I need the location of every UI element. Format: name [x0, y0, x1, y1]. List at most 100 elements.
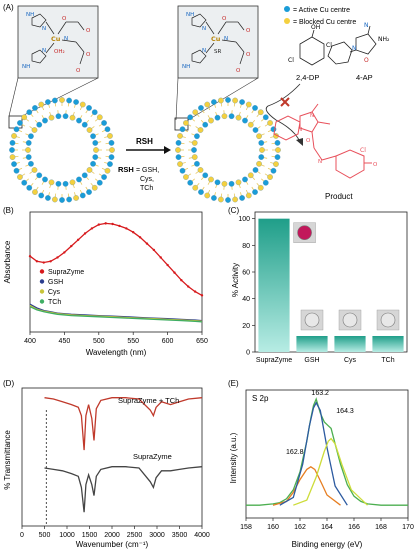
lipid-head [187, 179, 194, 186]
lipid-head [79, 101, 86, 108]
peak-label: 163.2 [311, 390, 329, 397]
vesicle-left [9, 97, 115, 203]
dp-atom-cl-1: Cl [288, 57, 294, 64]
lipid-head [86, 105, 92, 111]
legend-marker [39, 269, 45, 274]
lipid-head [270, 167, 277, 174]
x-tick-label: 550 [127, 338, 139, 345]
lipid-head [45, 99, 51, 105]
vial-circle [380, 312, 396, 328]
data-point [28, 255, 32, 258]
x-tick-label: 158 [240, 524, 252, 531]
lipid-head [73, 195, 79, 201]
b-xticks: 400 450 500 550 600 650 [24, 332, 208, 345]
legend-marker [39, 289, 45, 294]
lipid-head [179, 126, 186, 133]
lipid-head [235, 114, 242, 121]
lipid-head [42, 117, 48, 124]
series-line [272, 466, 341, 506]
product-label: Product [325, 192, 353, 201]
right-atom-o2: O [246, 28, 251, 34]
y-tick-label: 60 [242, 270, 250, 277]
lipid-head [202, 172, 209, 179]
y-tick-label: 100 [238, 216, 250, 223]
left-atom-n-top: N [42, 26, 46, 32]
product-atom-o1: O [306, 138, 311, 144]
left-atom-nh-bottom: NH [22, 64, 30, 70]
data-point [90, 227, 94, 230]
left-atom-n-center: N [64, 36, 68, 42]
lipid-head [262, 179, 269, 186]
bar-tch [372, 336, 404, 352]
lipid-head [242, 117, 248, 124]
lipid-head [104, 126, 111, 133]
lipid-head [38, 192, 45, 199]
lipid-head [11, 161, 17, 167]
lipid-head [9, 140, 16, 146]
series-line [246, 397, 408, 506]
lipid-head [104, 167, 111, 174]
x-tick-label: 170 [402, 524, 414, 531]
lipid-head [9, 154, 16, 160]
lipid-head [36, 172, 43, 179]
data-point [152, 248, 156, 252]
left-atom-o3: O [86, 52, 91, 58]
lipid-head [221, 113, 228, 120]
lipid-head [247, 121, 254, 128]
lipid-head [194, 160, 200, 167]
d-ylabel: % Transmittance [3, 430, 12, 490]
x-tick-label: SupraZyme [256, 357, 292, 364]
data-point [200, 294, 204, 297]
lipid-head [232, 97, 238, 104]
lipid-head [183, 120, 189, 126]
bar-gsh [296, 336, 328, 352]
lipid-head [96, 114, 103, 121]
lipid-head [79, 192, 86, 199]
data-point [70, 244, 73, 248]
lipid-head [228, 180, 235, 187]
panel-d: (D) % Transmittance 0 500 1000 1500 2000 2500… [3, 379, 210, 549]
right-complex-box [177, 5, 259, 79]
molecule-24dp [299, 29, 325, 66]
product-atom-n2: N [310, 113, 314, 119]
left-atom-o2: O [86, 28, 91, 34]
data-point [111, 222, 114, 226]
lipid-head [252, 189, 258, 195]
panel-label-e: (E) [228, 379, 239, 388]
data-point [187, 285, 190, 288]
data-point [125, 227, 128, 230]
lipid-head [11, 133, 17, 139]
lipid-head [26, 109, 33, 116]
lipid-head [218, 97, 224, 104]
c-bars [258, 218, 404, 352]
left-atom-nh-top: NH [26, 12, 34, 18]
lipid-head [175, 147, 181, 153]
legend-active-text: = Active Cu centre [293, 7, 350, 14]
lipid-head [225, 197, 231, 203]
legend-blocked-text: = Blocked Cu centre [293, 19, 356, 26]
lipid-head [225, 97, 231, 103]
lipid-head [69, 114, 76, 121]
molecule-4ap [327, 25, 377, 65]
lipid-head [86, 167, 93, 173]
panel-label-d: (D) [3, 379, 14, 388]
lipid-head [191, 147, 197, 153]
product-atom-n3: N [318, 159, 322, 165]
lipid-head [66, 97, 72, 104]
lipid-head [31, 127, 38, 133]
lipid-head [36, 121, 43, 128]
inhibited-x-mark [280, 97, 290, 107]
right-atom-o1: O [222, 16, 227, 22]
d-plot-frame [21, 387, 203, 527]
lipid-head [55, 180, 62, 187]
dp-atom-oh: OH [311, 24, 320, 31]
lipid-head [267, 174, 273, 180]
lipid-head [228, 113, 235, 120]
lipid-head [62, 180, 69, 187]
lipid-head [28, 160, 34, 167]
lipid-head [211, 99, 217, 105]
x-tick-label: 600 [162, 338, 174, 345]
d-series-label-2: SupraZyme [133, 452, 172, 461]
e-title: S 2p [252, 394, 269, 403]
